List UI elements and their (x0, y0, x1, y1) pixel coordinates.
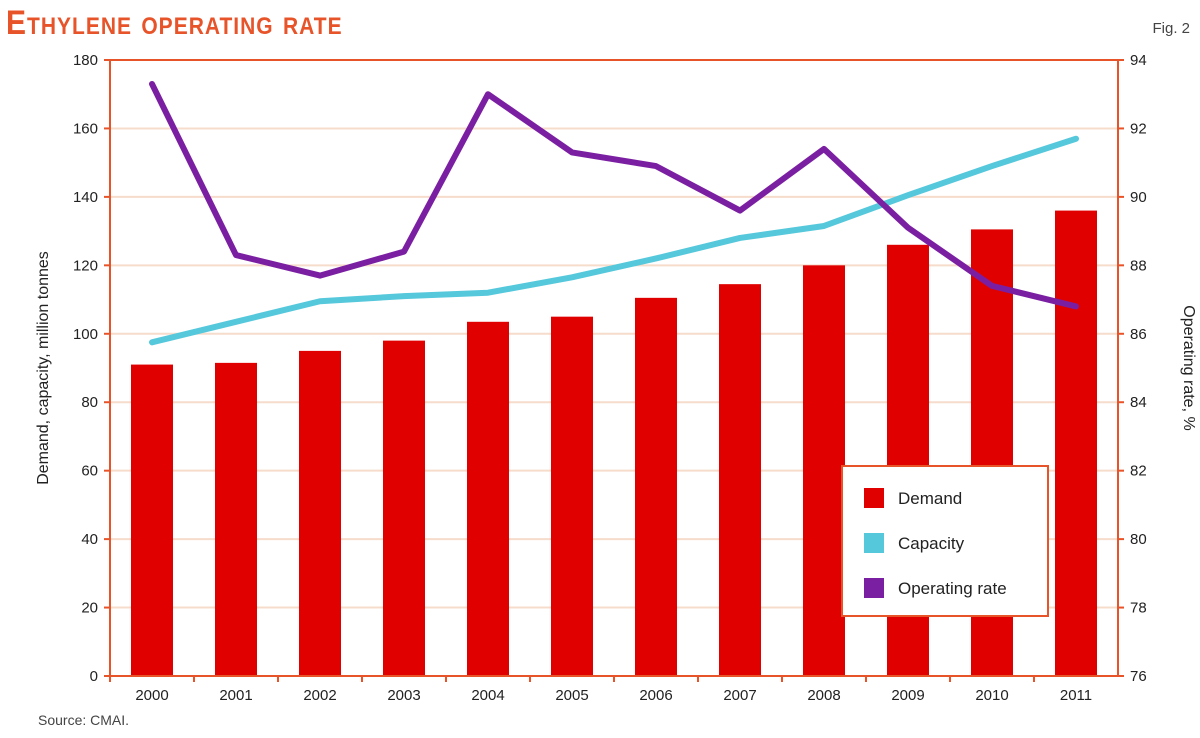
capacity-line (149, 135, 1079, 346)
demand-bar (383, 340, 425, 676)
right-tick-label: 80 (1130, 531, 1147, 548)
right-tick-label: 76 (1130, 668, 1147, 685)
demand-bar (551, 316, 593, 676)
x-tick-label: 2003 (387, 687, 420, 704)
demand-bar (131, 364, 173, 676)
left-tick-label: 140 (73, 189, 98, 206)
x-tick-label: 2008 (807, 687, 840, 704)
right-tick-label: 90 (1130, 189, 1147, 206)
left-tick-label: 0 (90, 668, 98, 685)
x-tick-label: 2002 (303, 687, 336, 704)
demand-bar (635, 297, 677, 676)
x-tick-label: 2000 (135, 687, 168, 704)
left-tick-label: 160 (73, 120, 98, 137)
operating-rate-line (149, 80, 1079, 310)
right-tick-label: 82 (1130, 463, 1147, 480)
figure-number: Fig. 2 (1152, 20, 1190, 37)
x-tick-label: 2007 (723, 687, 756, 704)
right-tick-label: 88 (1130, 257, 1147, 274)
demand-bar (299, 350, 341, 676)
right-tick-label: 78 (1130, 600, 1147, 617)
y-axis-label: Demand, capacity, million tonnes (35, 251, 52, 485)
demand-bar (719, 284, 761, 676)
left-tick-label: 180 (73, 52, 98, 69)
x-tick-label: 2005 (555, 687, 588, 704)
left-tick-label: 80 (81, 394, 98, 411)
right-tick-label: 94 (1130, 52, 1147, 69)
chart-title: Ethylene operating rate (6, 4, 343, 42)
x-tick-label: 2010 (975, 687, 1008, 704)
legend-label: Operating rate (898, 579, 1007, 598)
left-tick-label: 60 (81, 463, 98, 480)
x-tick-label: 2009 (891, 687, 924, 704)
x-tick-label: 2006 (639, 687, 672, 704)
legend-swatch (864, 578, 884, 598)
left-tick-label: 100 (73, 326, 98, 343)
demand-bar (803, 265, 845, 676)
source-note: Source: CMAI. (38, 712, 130, 728)
right-tick-label: 86 (1130, 326, 1147, 343)
x-tick-label: 2001 (219, 687, 252, 704)
legend-label: Capacity (898, 534, 965, 553)
right-tick-label: 92 (1130, 120, 1147, 137)
demand-bar (467, 321, 509, 676)
left-tick-label: 40 (81, 531, 98, 548)
left-tick-label: 20 (81, 600, 98, 617)
x-tick-label: 2004 (471, 687, 504, 704)
right-tick-label: 84 (1130, 394, 1147, 411)
legend-label: Demand (898, 489, 962, 508)
legend-swatch (864, 488, 884, 508)
left-tick-label: 120 (73, 257, 98, 274)
x-tick-label: 2011 (1060, 687, 1092, 704)
legend-swatch (864, 533, 884, 553)
y-axis-right-label: Operating rate, % (1180, 305, 1197, 430)
demand-bar (215, 362, 257, 676)
demand-bar (1055, 210, 1097, 677)
